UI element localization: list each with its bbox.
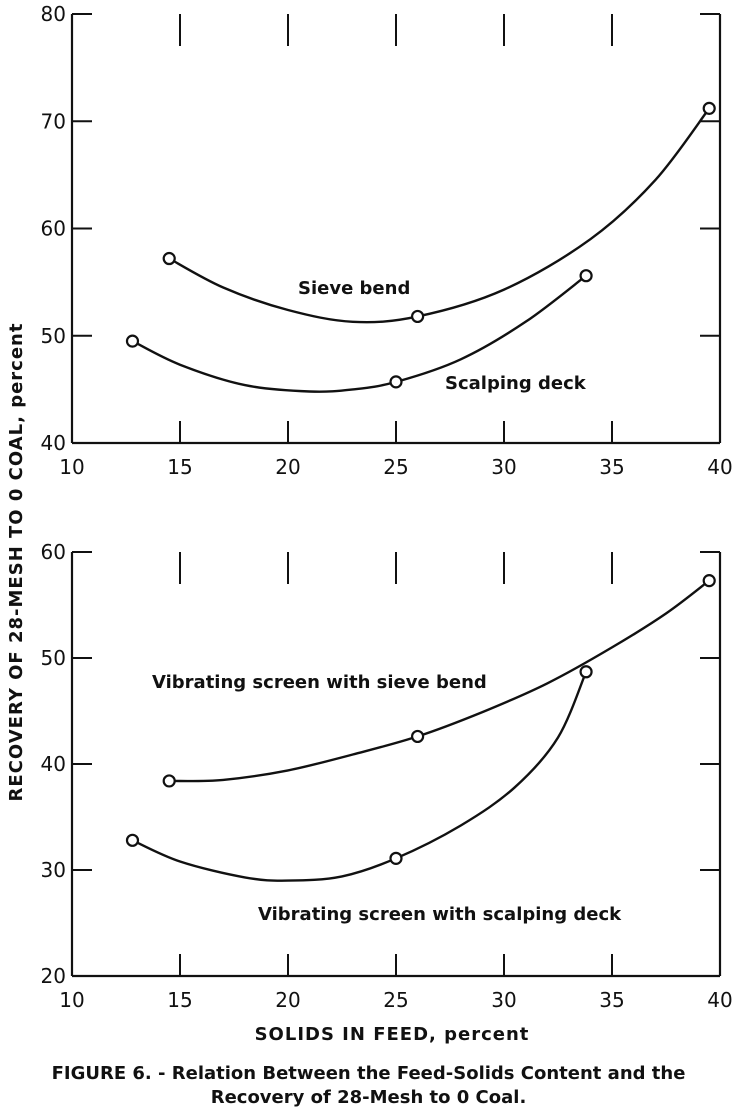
- x-tick-label-10: 10: [59, 988, 84, 1012]
- data-point-sieve-bend-2: [411, 309, 425, 324]
- y-axis-title: RECOVERY OF 28-MESH TO 0 COAL, percent: [6, 323, 27, 802]
- x-tick-label-15: 15: [167, 455, 192, 479]
- x-tick-label-30: 30: [491, 988, 516, 1012]
- data-point-vibrating-screen-with-scalping-deck-2: [389, 851, 403, 865]
- y-tick-label-50: 50: [41, 646, 66, 670]
- data-point-vibrating-screen-with-sieve-bend-3: [702, 574, 716, 588]
- x-tick-label-25: 25: [383, 988, 408, 1012]
- x-tick-label-30: 30: [491, 455, 516, 479]
- data-point-vibrating-screen-with-sieve-bend-1: [162, 774, 176, 788]
- series-label-vibrating-screen-with-sieve-bend: Vibrating screen with sieve bend: [152, 672, 487, 693]
- x-tick-label-10: 10: [59, 455, 84, 479]
- x-tick-label-35: 35: [599, 455, 624, 479]
- series-label-sieve-bend: Sieve bend: [298, 278, 410, 299]
- data-point-vibrating-screen-with-scalping-deck-3: [579, 665, 593, 679]
- x-tick-label-20: 20: [275, 455, 300, 479]
- series-line-sieve-bend: [168, 107, 711, 324]
- figure-caption-line-2: Recovery of 28-Mesh to 0 Coal.: [210, 1087, 527, 1108]
- data-point-vibrating-screen-with-scalping-deck-1: [125, 833, 140, 847]
- y-tick-label-40: 40: [41, 752, 66, 776]
- y-tick-label-80: 80: [41, 2, 66, 26]
- data-point-scalping-deck-1: [125, 334, 140, 348]
- y-tick-label-30: 30: [41, 858, 66, 882]
- bottom-panel: 10 15 20 25 30 35 40 20 30 40 50 60 Vibrating screen…: [41, 540, 733, 1012]
- data-point-sieve-bend-3: [702, 101, 716, 115]
- y-tick-label-60: 60: [41, 540, 66, 564]
- x-tick-label-40: 40: [707, 988, 732, 1012]
- x-tick-label-25: 25: [383, 455, 408, 479]
- series-line-vibrating-screen-with-sieve-bend: [168, 579, 711, 783]
- data-point-scalping-deck-3: [579, 269, 593, 283]
- y-tick-label-70: 70: [41, 109, 66, 133]
- x-tick-label-35: 35: [599, 988, 624, 1012]
- x-axis-title: SOLIDS IN FEED, percent: [255, 1024, 530, 1045]
- series-label-scalping-deck: Scalping deck: [445, 373, 587, 394]
- y-tick-label-40: 40: [41, 431, 66, 455]
- y-tick-label-50: 50: [41, 324, 66, 348]
- y-tick-label-20: 20: [41, 964, 66, 988]
- series-line-scalping-deck: [131, 274, 588, 393]
- x-tick-label-15: 15: [167, 988, 192, 1012]
- data-point-sieve-bend-1: [162, 251, 176, 266]
- y-tick-label-60: 60: [41, 217, 66, 241]
- top-panel: 10 15 20 25 30 35 40 40 50 60 70 80 Sieve bend Scalpi…: [41, 2, 733, 479]
- series-label-vibrating-screen-with-scalping-deck: Vibrating screen with scalping deck: [258, 904, 622, 925]
- data-point-scalping-deck-2: [389, 375, 403, 389]
- x-tick-label-20: 20: [275, 988, 300, 1012]
- data-point-vibrating-screen-with-sieve-bend-2: [411, 729, 425, 744]
- x-tick-label-40: 40: [707, 455, 732, 479]
- figure-caption-line-1: FIGURE 6. - Relation Between the Feed-So…: [51, 1063, 686, 1084]
- series-line-vibrating-screen-with-scalping-deck: [131, 670, 588, 882]
